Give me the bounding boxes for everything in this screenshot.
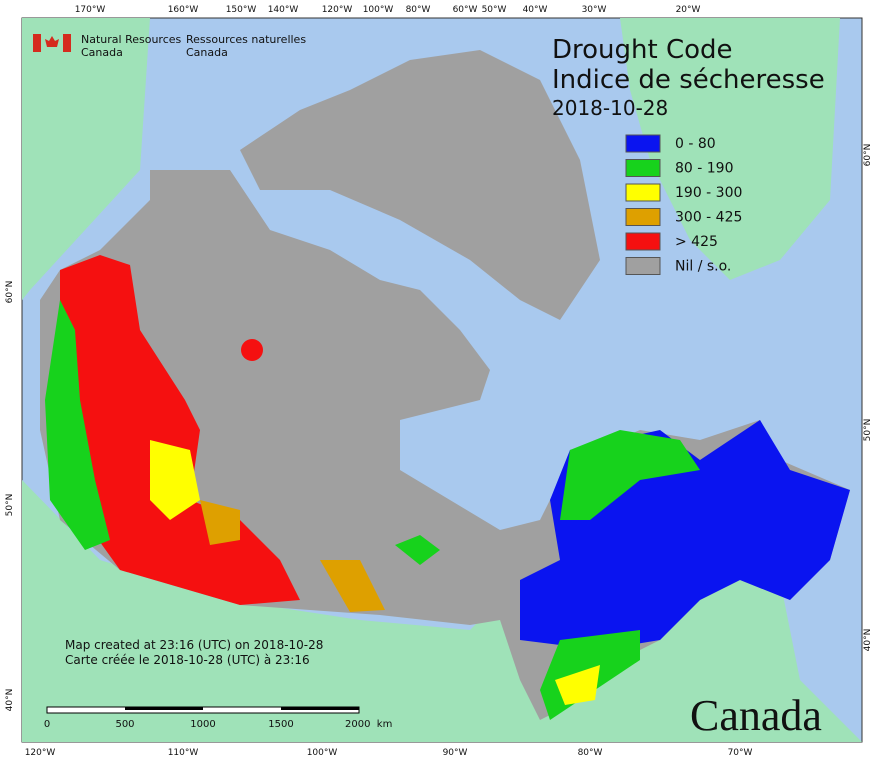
legend-swatch xyxy=(625,183,661,202)
legend-label: Nil / s.o. xyxy=(675,259,731,275)
legend-swatch xyxy=(625,159,661,177)
graticule-labels: 170°W 160°W 150°W 140°W 120°W 100°W 80°W 60°W 50… xyxy=(5,5,873,758)
zone-green-east xyxy=(560,430,700,520)
flag-bar xyxy=(33,34,41,52)
zone-red xyxy=(60,255,300,605)
legend-label: 0 - 80 xyxy=(675,136,716,152)
zone-yellow-ontario xyxy=(555,665,600,705)
lon-label: 120°W xyxy=(25,748,56,758)
zone-orange-west xyxy=(200,500,240,545)
title-fr: Indice de sécheresse xyxy=(552,65,825,95)
lon-label: 80°W xyxy=(406,5,431,15)
zone-green-west xyxy=(45,300,110,550)
legend-swatch xyxy=(625,134,661,153)
org-en: Natural Resources xyxy=(81,33,182,46)
lat-label: 40°N xyxy=(863,629,873,652)
lon-label: 100°W xyxy=(363,5,394,15)
alaska-russia xyxy=(22,18,150,300)
created-en: Map created at 23:16 (UTC) on 2018-10-28 xyxy=(65,638,323,652)
lon-label: 90°W xyxy=(443,748,468,758)
lat-label: 50°N xyxy=(863,419,873,442)
created-fr: Carte créée le 2018-10-28 (UTC) à 23:16 xyxy=(65,653,310,667)
scale-label: 500 xyxy=(115,719,134,730)
lon-label: 140°W xyxy=(268,5,299,15)
date: 2018-10-28 xyxy=(552,96,668,120)
lon-label: 20°W xyxy=(676,5,701,15)
legend-swatch xyxy=(625,232,661,251)
lon-label: 30°W xyxy=(582,5,607,15)
legend-swatch xyxy=(625,257,661,275)
zone-green-mb xyxy=(395,535,440,565)
legend-label: 300 - 425 xyxy=(675,210,742,226)
lon-label: 150°W xyxy=(226,5,257,15)
usa xyxy=(22,480,862,742)
lon-label: 160°W xyxy=(168,5,199,15)
legend-swatch xyxy=(625,208,661,226)
org-en: Canada xyxy=(81,46,123,59)
lon-label: 50°W xyxy=(482,5,507,15)
org-fr: Ressources naturelles xyxy=(186,33,306,46)
scale-label: 0 xyxy=(44,719,50,730)
maple-leaf xyxy=(45,36,59,47)
flag-bar xyxy=(63,34,71,52)
lon-label: 40°W xyxy=(523,5,548,15)
title-en: Drought Code xyxy=(552,35,733,65)
lat-label: 60°N xyxy=(5,281,15,304)
lon-label: 170°W xyxy=(75,5,106,15)
drought-zones xyxy=(45,255,850,720)
lat-label: 40°N xyxy=(5,689,15,712)
arctic-islands xyxy=(240,50,600,320)
legend: 0 - 80 80 - 190 190 - 300 300 - 425 > 425 Nil… xyxy=(625,134,742,275)
legend-label: 80 - 190 xyxy=(675,161,734,177)
legend-label: 190 - 300 xyxy=(675,185,742,201)
land xyxy=(22,18,862,742)
lon-label: 60°W xyxy=(453,5,478,15)
legend-label: > 425 xyxy=(675,234,718,250)
greenland xyxy=(620,18,840,280)
lon-label: 80°W xyxy=(578,748,603,758)
org-fr: Canada xyxy=(186,46,228,59)
wordmark: Canada xyxy=(690,691,822,740)
lon-label: 120°W xyxy=(322,5,353,15)
lat-label: 50°N xyxy=(5,494,15,517)
lon-label: 70°W xyxy=(728,748,753,758)
scale-seg xyxy=(281,707,359,710)
lat-label: 60°N xyxy=(863,144,873,167)
lon-label: 110°W xyxy=(168,748,199,758)
scale-label: 1500 xyxy=(268,719,293,730)
zone-yellow-west xyxy=(150,440,200,520)
scale-label: 1000 xyxy=(190,719,215,730)
zone-red-nwt xyxy=(241,339,263,361)
scale-seg xyxy=(125,707,203,710)
zone-orange-prairie xyxy=(320,560,385,612)
nrcan-header: Natural Resources Canada Ressources natu… xyxy=(33,33,306,59)
scale-label: 2000 km xyxy=(345,719,392,730)
lon-label: 100°W xyxy=(307,748,338,758)
scale-bar: 0 500 1000 1500 2000 km xyxy=(44,706,392,730)
